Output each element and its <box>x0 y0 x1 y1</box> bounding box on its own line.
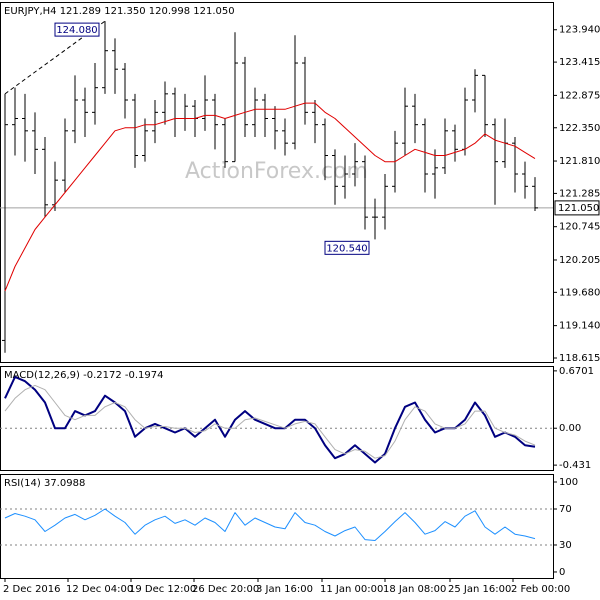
y-tick-label: 122.875 <box>559 90 600 101</box>
y-tick-label: 123.940 <box>559 25 600 36</box>
x-tick-label: 18 Jan 08:00 <box>383 584 446 595</box>
x-tick-label: 12 Dec 04:00 <box>66 584 133 595</box>
last-price-label: 121.050 <box>558 203 599 214</box>
annotation-label: 120.540 <box>326 243 367 254</box>
y-tick-label: -0.431 <box>559 460 591 471</box>
y-tick-label: 120.745 <box>559 222 600 233</box>
x-tick-label: 11 Jan 00:00 <box>320 584 383 595</box>
x-tick-label: 2 Feb 00:00 <box>511 584 570 595</box>
y-tick-label: 122.350 <box>559 123 600 134</box>
x-tick-label: 26 Dec 20:00 <box>192 584 259 595</box>
panel-title: EURJPY,H4 121.289 121.350 120.998 121.05… <box>4 6 235 17</box>
annotation-box <box>324 240 370 255</box>
y-tick-label: 118.615 <box>559 353 600 364</box>
y-tick-label: 0.6701 <box>559 366 594 377</box>
annotation-label: 124.080 <box>56 25 97 36</box>
y-tick-label: 119.680 <box>559 287 600 298</box>
y-tick-label: 121.285 <box>559 188 600 199</box>
series-line <box>4 384 536 459</box>
y-tick-label: 0 <box>559 567 565 578</box>
x-tick-label: 2 Dec 2016 <box>3 584 61 595</box>
panel-title: RSI(14) 37.0988 <box>4 478 85 489</box>
x-tick-label: 19 Dec 12:00 <box>129 584 196 595</box>
panel-frame <box>0 366 554 471</box>
last-price-box <box>554 200 600 216</box>
y-tick-label: 119.140 <box>559 321 600 332</box>
panel-frame <box>0 2 554 363</box>
series-line <box>4 102 536 292</box>
series-line <box>4 508 536 541</box>
x-tick-label: 25 Jan 16:00 <box>448 584 511 595</box>
panel-frame <box>0 474 554 579</box>
annotation-box <box>54 22 100 37</box>
y-tick-label: 100 <box>559 477 578 488</box>
y-tick-label: 120.205 <box>559 255 600 266</box>
y-tick-label: 30 <box>559 540 572 551</box>
y-tick-label: 121.810 <box>559 156 600 167</box>
panel-title: MACD(12,26,9) -0.2172 -0.1974 <box>4 370 164 381</box>
y-tick-label: 0.00 <box>559 423 581 434</box>
y-tick-label: 70 <box>559 504 572 515</box>
x-tick-label: 3 Jan 16:00 <box>256 584 313 595</box>
y-tick-label: 123.415 <box>559 57 600 68</box>
watermark: ActionForex.com <box>185 159 368 184</box>
